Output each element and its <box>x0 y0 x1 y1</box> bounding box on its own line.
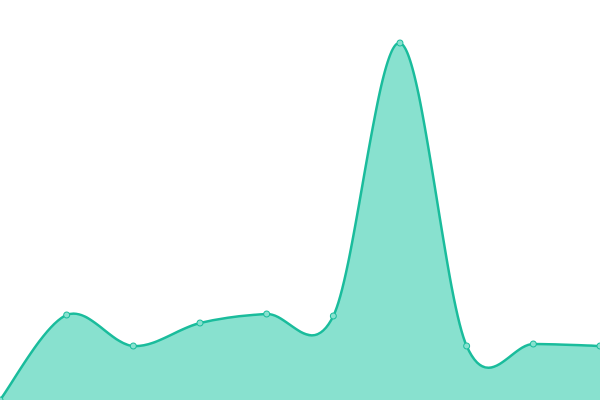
data-point <box>529 340 537 348</box>
data-point <box>263 310 271 318</box>
data-point <box>329 312 337 320</box>
data-point <box>129 342 137 350</box>
data-point <box>463 342 471 350</box>
area-line <box>0 41 600 400</box>
data-point <box>196 319 204 327</box>
area-fill <box>0 42 600 400</box>
data-point <box>63 311 71 319</box>
data-point <box>0 396 4 400</box>
data-point <box>396 39 404 47</box>
data-point <box>596 342 600 350</box>
